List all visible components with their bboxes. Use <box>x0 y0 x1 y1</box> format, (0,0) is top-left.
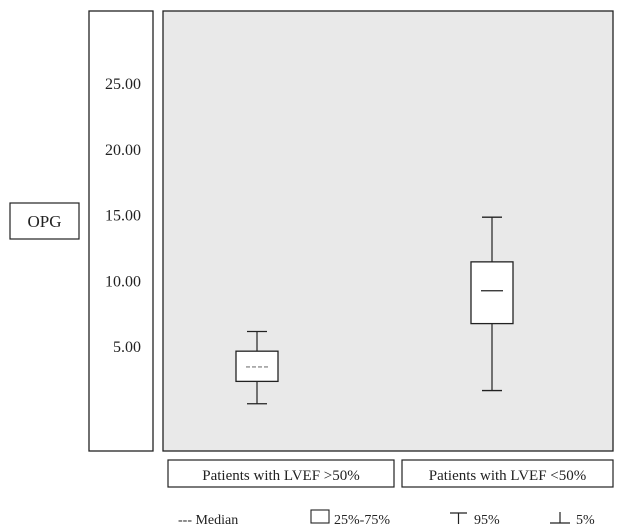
y-tick-label: 15.00 <box>105 208 141 225</box>
legend-p5-icon <box>550 512 570 524</box>
y-tick-label: 20.00 <box>105 142 141 159</box>
iqr-box <box>470 261 514 325</box>
category-box-1 <box>167 459 395 488</box>
category-label-2: Patients with LVEF <50% <box>429 468 587 484</box>
iqr-box <box>235 350 279 383</box>
category-label-1: Patients with LVEF >50% <box>202 468 360 484</box>
box-group <box>235 216 514 405</box>
legend-p95-label: 95% <box>474 513 500 528</box>
y-axis-panel <box>88 10 154 452</box>
category-box-2 <box>401 459 614 488</box>
legend-box-label: 25%-75% <box>334 513 390 528</box>
box-2 <box>470 216 514 392</box>
legend: --- Median 25%-75% 95% 5% <box>178 509 595 528</box>
y-tick-label: 5.00 <box>113 339 141 356</box>
plot-area <box>162 10 614 452</box>
y-tick-label: 25.00 <box>105 76 141 93</box>
box-1 <box>235 330 279 405</box>
legend-p5-label: 5% <box>576 513 595 528</box>
y-tick-label: 10.00 <box>105 273 141 290</box>
y-axis-label: OPG <box>27 212 61 231</box>
legend-p95-icon <box>450 512 467 524</box>
legend-box-icon <box>310 509 330 524</box>
y-axis-label-box <box>9 202 80 240</box>
y-tick-group: 5.00 10.00 15.00 20.00 25.00 <box>105 76 141 356</box>
legend-median-label: --- Median <box>178 513 238 528</box>
